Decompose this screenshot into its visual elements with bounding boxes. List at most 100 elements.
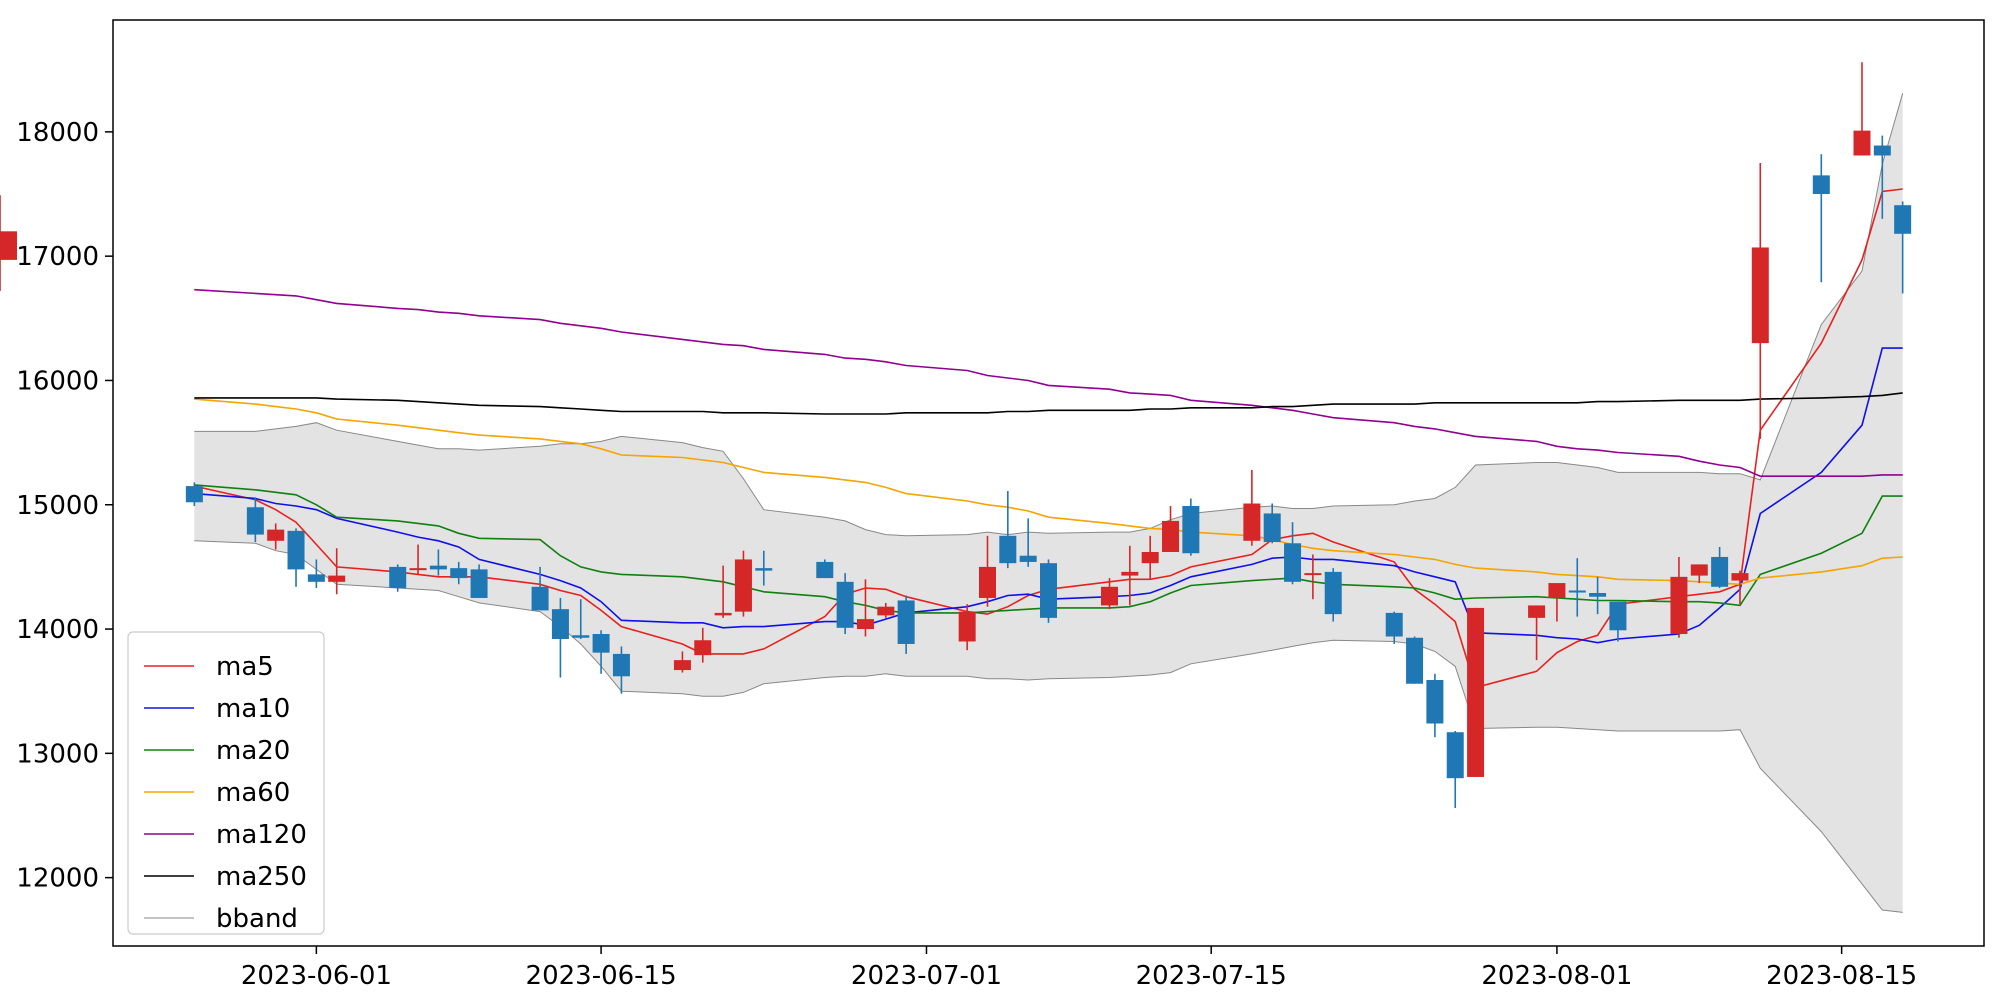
candle-body — [1873, 145, 1891, 156]
candle — [1284, 522, 1302, 585]
candle-body — [1182, 505, 1200, 554]
candle — [1751, 162, 1769, 439]
candle-body — [1467, 607, 1485, 777]
candle — [1040, 559, 1057, 623]
candle — [755, 550, 773, 586]
legend-label: ma60 — [216, 778, 290, 808]
candle — [958, 604, 976, 651]
candle — [1141, 535, 1159, 580]
candle-body — [450, 568, 468, 579]
y-tick-label: 12000 — [16, 864, 99, 894]
candle-body — [1731, 573, 1749, 581]
candlesticks — [0, 62, 1912, 809]
candle — [1670, 556, 1688, 638]
series-line-ma250 — [194, 392, 1903, 415]
candle-body — [1101, 586, 1119, 606]
candle — [1609, 601, 1627, 642]
candle-body — [1162, 520, 1180, 552]
candle-body — [531, 586, 549, 611]
candle-body — [1243, 503, 1261, 541]
candle — [1528, 605, 1546, 661]
candle-body — [185, 486, 203, 503]
candle — [307, 559, 325, 589]
candle-body — [734, 559, 752, 612]
candle-body — [1589, 593, 1607, 597]
legend-item: ma20 — [144, 736, 290, 766]
candle — [877, 602, 895, 618]
candle — [1304, 554, 1322, 600]
candle — [673, 651, 691, 673]
legend-item: bband — [144, 904, 298, 934]
candle — [1162, 505, 1180, 552]
candle — [267, 523, 285, 550]
candle-body — [1528, 605, 1546, 618]
candle — [816, 559, 834, 579]
candle-body — [897, 600, 915, 644]
legend-item: ma250 — [144, 862, 307, 892]
candle-body — [1853, 130, 1871, 156]
candle-body — [267, 529, 285, 541]
candle-body — [1670, 576, 1688, 635]
candle — [287, 528, 305, 587]
candle — [1406, 636, 1424, 684]
candle — [1711, 547, 1729, 589]
candle-body — [1812, 175, 1830, 195]
legend-label: bband — [216, 904, 298, 934]
candle — [551, 597, 569, 678]
candle — [450, 561, 468, 585]
legend-label: ma20 — [216, 736, 290, 766]
candle-body — [1406, 637, 1424, 684]
candle-body — [856, 619, 874, 630]
candle-body — [551, 609, 569, 639]
candle-body — [572, 635, 590, 638]
candle-body — [612, 653, 630, 677]
y-tick-label: 15000 — [16, 491, 99, 521]
candle-body — [1690, 564, 1708, 576]
candle-body — [0, 231, 17, 260]
candle-body — [1894, 205, 1912, 234]
candle-body — [1324, 571, 1342, 615]
series-line-ma120 — [194, 288, 1903, 478]
candle — [470, 564, 488, 598]
candle-body — [1019, 555, 1037, 562]
x-tick-label: 2023-08-15 — [1766, 961, 1917, 991]
legend-item: ma120 — [144, 820, 307, 850]
candle — [1121, 545, 1139, 606]
candle-body — [1751, 247, 1769, 344]
legend-label: ma120 — [216, 820, 307, 850]
series-line-ma20 — [194, 484, 1903, 614]
legend: ma5 ma10 ma20 ma60 ma120 ma250 bband — [127, 631, 325, 935]
y-tick-label: 14000 — [16, 615, 99, 645]
candle-body — [389, 566, 407, 589]
candle — [1446, 730, 1464, 809]
candle-body — [816, 561, 834, 579]
x-axis: 2023-06-01 2023-06-15 2023-07-01 2023-07-15… — [241, 946, 1917, 991]
candle — [714, 565, 732, 618]
x-tick-label: 2023-06-15 — [526, 961, 677, 991]
candle — [1101, 578, 1119, 610]
candle — [1324, 568, 1342, 622]
bband-upper-line — [194, 93, 1904, 537]
candle — [836, 573, 854, 635]
candle — [694, 627, 712, 663]
candle — [1853, 62, 1871, 156]
candle — [734, 550, 752, 617]
candle — [612, 646, 630, 694]
candle — [1589, 576, 1607, 615]
candle — [1467, 607, 1485, 777]
candle-body — [877, 606, 895, 616]
candle — [1182, 498, 1200, 556]
candle-body — [307, 574, 325, 582]
candle-body — [1548, 583, 1566, 598]
legend-label: ma10 — [216, 694, 290, 724]
candle-body — [673, 660, 691, 671]
candle — [185, 482, 203, 506]
y-tick-label: 17000 — [16, 242, 99, 272]
y-tick-label: 18000 — [16, 118, 99, 148]
candle — [531, 566, 549, 611]
candle-body — [1263, 513, 1281, 543]
candle — [572, 599, 590, 639]
candle-body — [1385, 612, 1403, 637]
legend-label: ma250 — [216, 862, 307, 892]
